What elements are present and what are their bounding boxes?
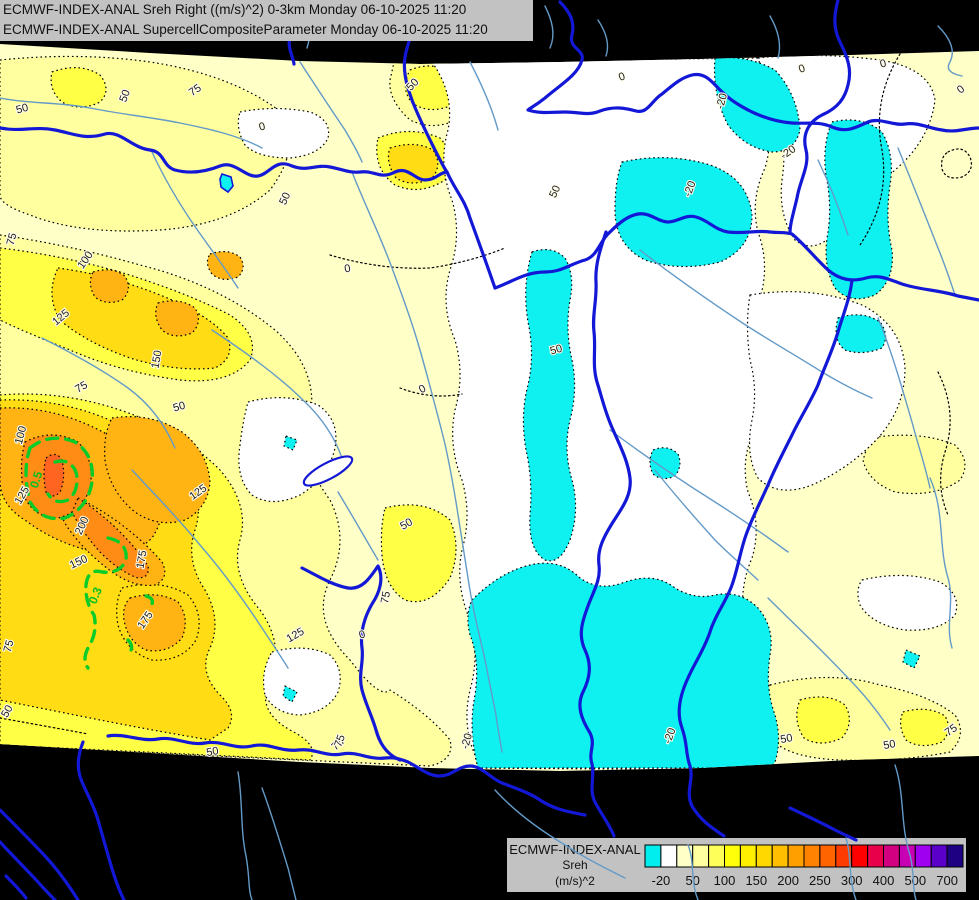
contour-label: 75 [2, 639, 17, 654]
legend-tick-label: -20 [652, 873, 671, 888]
legend-cell [739, 844, 757, 868]
contour-label: 50 [549, 343, 564, 358]
contour-label: 50 [117, 88, 132, 104]
supercell-label: 0.3 [86, 585, 105, 606]
legend-tick-label: 500 [904, 873, 926, 888]
minor-rivers [0, 5, 963, 900]
contour-label: 50 [172, 400, 187, 415]
legend-cell [883, 844, 900, 868]
legend-cell [851, 844, 869, 868]
title-line-2: ECMWF-INDEX-ANAL SupercellCompositeParam… [3, 22, 488, 37]
contour-label: 0 [258, 121, 267, 134]
legend-tick-label: 250 [809, 873, 831, 888]
legend-parameter: Sreh [562, 858, 587, 872]
legend-cell [898, 844, 916, 868]
contour-label: 150 [150, 349, 165, 369]
lake-neusiedl [219, 173, 234, 194]
legend-cell [755, 844, 773, 868]
title-bar: ECMWF-INDEX-ANAL Sreh Right ((m/s)^2) 0-… [0, 0, 533, 41]
legend-tick-label: 400 [873, 873, 895, 888]
supercell-label: 0.5 [27, 469, 46, 490]
legend-cell [724, 844, 741, 868]
contour-label: 0 [358, 629, 367, 642]
legend-cell [644, 844, 662, 868]
legend-tick-label: 200 [777, 873, 799, 888]
lake-balaton [302, 455, 354, 487]
contour-label: -20 [682, 179, 699, 198]
legend-cell [660, 844, 678, 868]
supercell-contour-layer [24, 436, 155, 670]
legend-cell [771, 844, 789, 868]
contour-label: -20 [459, 732, 475, 750]
contour-label: 75 [379, 590, 393, 604]
legend-cell [867, 844, 884, 868]
contour-label: 175 [135, 549, 150, 569]
legend-source: ECMWF-INDEX-ANAL [509, 842, 640, 857]
contour-label: 50 [205, 745, 219, 759]
legend-tick-label: 50 [685, 873, 699, 888]
contour-label: -20 [714, 92, 730, 110]
contour-label: 50 [882, 738, 896, 752]
legend-cell [708, 844, 725, 868]
contour-label: 50 [779, 732, 793, 746]
legend-tick-label: 700 [936, 873, 958, 888]
contour-label: 50 [15, 102, 30, 117]
legend-tick-label: 100 [714, 873, 736, 888]
title-line-1: ECMWF-INDEX-ANAL Sreh Right ((m/s)^2) 0-… [3, 2, 467, 17]
legend-cell [930, 844, 948, 868]
contour-label: 100 [13, 425, 29, 446]
contour-label: 0 [879, 58, 888, 71]
contour-label: 0 [343, 263, 351, 276]
legend-units: (m/s)^2 [555, 874, 595, 888]
legend-cell [914, 844, 932, 868]
legend-cell [787, 844, 805, 868]
filled-contour-layer [0, 44, 979, 771]
legend-tick-label: 150 [745, 873, 767, 888]
contour-decoration [0, 53, 972, 735]
contour-label: 75 [332, 733, 347, 749]
contour-label: 75 [5, 232, 20, 247]
legend-cell [946, 844, 964, 868]
legend-cell [692, 844, 710, 868]
legend-cell [819, 844, 837, 868]
legend-cell [803, 844, 821, 868]
